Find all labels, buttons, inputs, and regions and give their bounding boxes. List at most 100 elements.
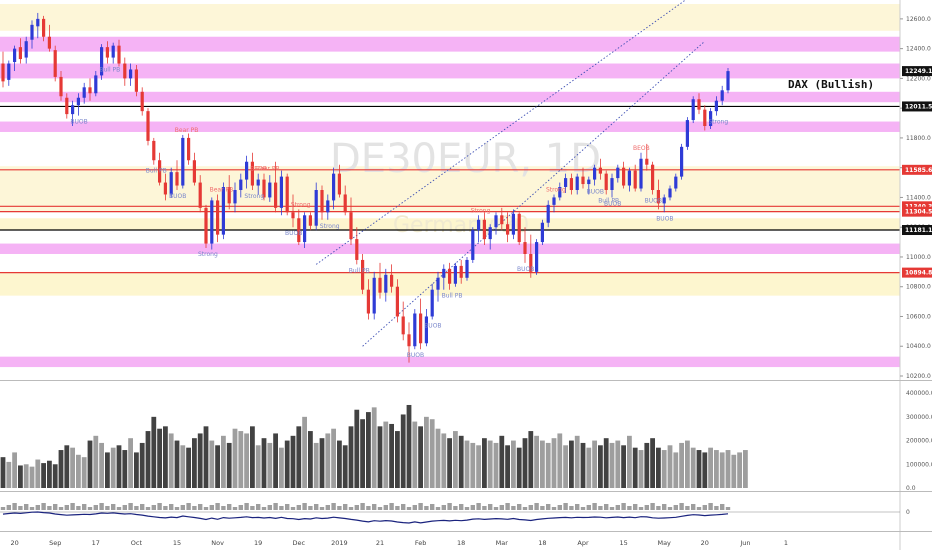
candle-body <box>140 91 144 112</box>
oscillator-histogram-bar <box>279 506 284 510</box>
volume-bar <box>482 438 487 488</box>
oscillator-histogram-bar <box>505 503 510 510</box>
volume-bar <box>383 421 389 488</box>
volume-bar <box>290 435 296 488</box>
oscillator-histogram-bar <box>169 504 174 510</box>
oscillator-histogram-bar <box>250 506 255 510</box>
volume-tick-label: 100000.0 <box>906 461 932 468</box>
candle-body <box>216 200 220 235</box>
volume-bar <box>389 423 394 488</box>
volume-bar <box>499 435 505 488</box>
volume-bar <box>540 440 545 488</box>
price-label-box <box>902 206 932 217</box>
time-tick-label: Sep <box>49 539 61 547</box>
volume-bar <box>661 450 667 488</box>
oscillator-histogram-bar <box>47 506 52 510</box>
candle-body <box>569 178 573 190</box>
candle-body <box>720 90 724 101</box>
time-tick-label: 2019 <box>331 539 348 547</box>
time-tick-label: 1 <box>784 539 788 547</box>
candle-body <box>680 146 684 177</box>
volume-bar <box>545 442 551 488</box>
volume-bar <box>203 426 209 488</box>
volume-bar <box>354 409 360 488</box>
oscillator-histogram-bar <box>522 507 528 510</box>
volume-bar <box>261 438 267 488</box>
candle-annotation: Bull PB <box>99 67 120 74</box>
oscillator-histogram-bar <box>679 503 684 510</box>
volume-bar <box>725 450 731 488</box>
oscillator-histogram-bar <box>238 505 243 510</box>
volume-bar <box>400 414 406 488</box>
oscillator-histogram-bar <box>244 503 249 510</box>
volume-bar <box>453 431 458 488</box>
price-label-text: 10894.8 <box>905 270 932 277</box>
volume-bar <box>441 433 447 488</box>
candle-body <box>610 178 614 190</box>
candle-body <box>123 63 127 79</box>
oscillator-histogram-bar <box>534 503 539 510</box>
volume-bar <box>244 433 249 488</box>
oscillator-histogram-bar <box>464 507 470 510</box>
zone-band <box>0 243 900 254</box>
candle-body <box>691 99 695 121</box>
price-label-box <box>902 225 932 236</box>
price-label-text: 11304.5 <box>905 209 932 216</box>
price-labels-layer: 12249.112011.511585.611340.311304.511181… <box>902 66 932 278</box>
candle-body <box>268 182 272 198</box>
oscillator-histogram-bar <box>325 505 330 510</box>
volume-bar <box>52 464 58 488</box>
oscillator-histogram-bar <box>192 506 197 510</box>
oscillator-histogram-bar <box>638 507 644 510</box>
volume-bars-layer <box>0 404 748 488</box>
trend-channel-line <box>362 40 706 347</box>
candle-body <box>210 200 214 244</box>
volume-bar <box>656 447 661 488</box>
oscillator-histogram-bar <box>82 504 87 510</box>
mid-zone <box>0 166 900 213</box>
candle-body <box>378 277 382 293</box>
volume-bar <box>325 433 331 488</box>
oscillator-histogram-bar <box>41 503 46 510</box>
candle-body <box>494 215 498 228</box>
candle-body <box>436 277 440 290</box>
candle-body <box>511 213 515 235</box>
oscillator-histogram-bar <box>203 507 209 510</box>
oscillator-histogram-bar <box>540 506 545 510</box>
candle-body <box>343 194 347 213</box>
candle-body <box>697 99 701 110</box>
candle-body <box>18 47 22 60</box>
volume-tick-label: 0.0 <box>906 485 916 492</box>
price-tick-label: 11400.0 <box>906 194 931 201</box>
volume-bar <box>209 440 215 488</box>
oscillator-histogram-bar <box>105 506 110 510</box>
oscillator-histogram-bar <box>227 504 232 510</box>
candle-body <box>523 242 527 254</box>
oscillator-histogram-bar <box>389 503 394 510</box>
candle-body <box>575 176 579 190</box>
candle-annotation: BUOB <box>424 322 441 329</box>
volume-bar <box>35 459 41 488</box>
candle-body <box>146 111 150 141</box>
candle-body <box>59 76 63 97</box>
volume-bar <box>168 433 174 488</box>
candle-body <box>24 41 28 58</box>
candle-annotation: BUOB <box>169 193 186 200</box>
candle-annotation: Bull PB <box>442 293 463 300</box>
oscillator-histogram-bar <box>343 504 348 510</box>
candle-body <box>540 222 544 243</box>
volume-bar <box>528 431 534 488</box>
candle-annotation: Strong <box>546 186 566 193</box>
volume-tick-label: 200000.0 <box>906 438 932 445</box>
oscillator-histogram-bar <box>673 505 678 510</box>
oscillator-histogram-bar <box>627 506 632 510</box>
volume-bar <box>360 419 365 488</box>
volume-bar <box>366 412 371 488</box>
volume-bar <box>627 435 632 488</box>
oscillator-histogram-bar <box>418 503 423 510</box>
oscillator-histogram-bar <box>348 507 354 510</box>
oscillator-histogram-bar <box>64 505 69 510</box>
volume-bar <box>105 452 110 488</box>
oscillator-histogram-bar <box>232 507 238 510</box>
